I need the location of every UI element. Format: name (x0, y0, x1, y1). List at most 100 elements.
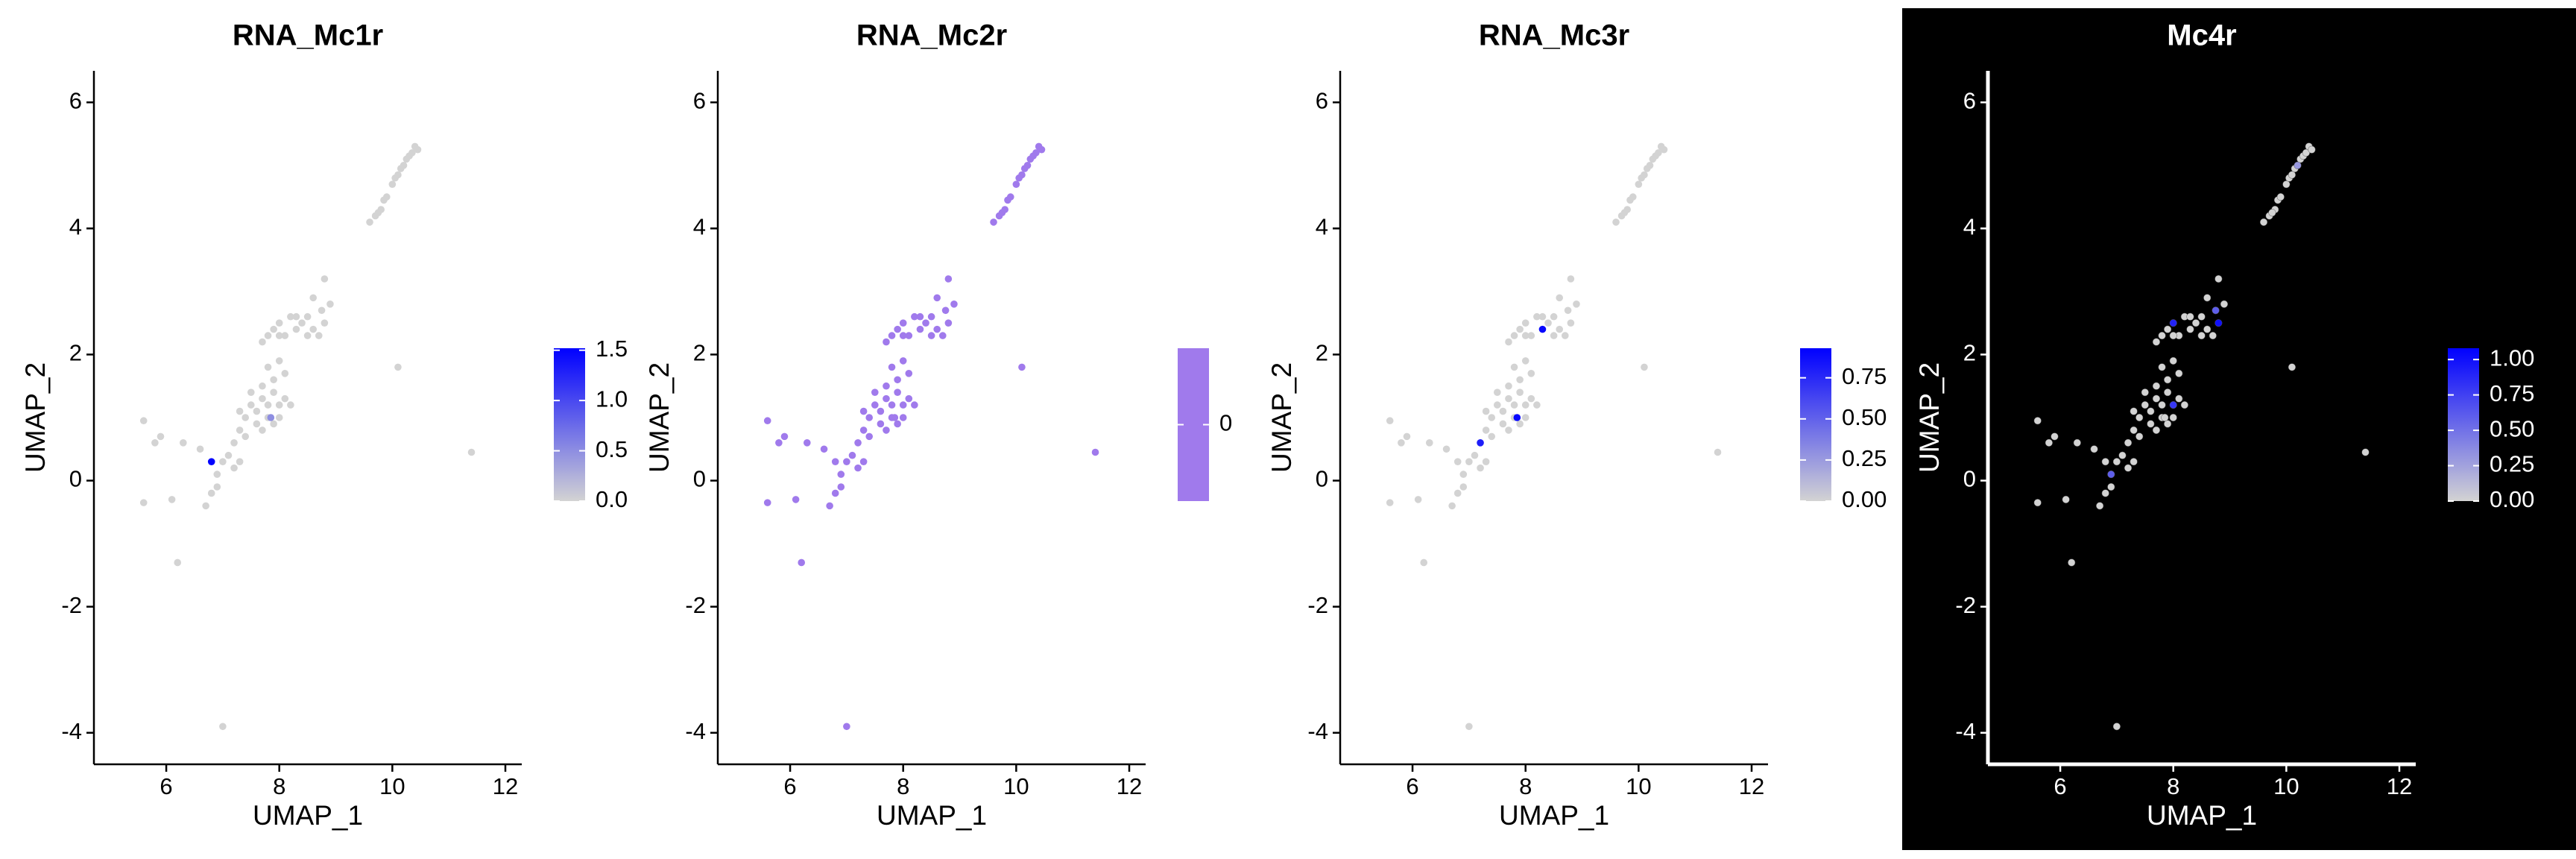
cell-point (820, 445, 828, 453)
cell-point (888, 332, 896, 339)
cell-point (394, 171, 402, 179)
y-tick-label: 0 (1316, 466, 1328, 492)
colorbar-tick-label: 0.75 (2490, 380, 2534, 406)
cell-point (1521, 319, 1530, 327)
cell-point (1510, 401, 1518, 409)
colorbar-tick-label: 0.25 (2490, 451, 2534, 477)
cell-point (292, 312, 300, 321)
cell-point (916, 312, 924, 321)
cell-point (264, 332, 272, 339)
cell-point (998, 209, 1006, 217)
cell-point (1510, 363, 1518, 371)
cell-point (1018, 363, 1026, 371)
cell-point (275, 357, 283, 365)
cell-point (1032, 149, 1040, 157)
cell-point (899, 332, 907, 339)
cell-point (2161, 413, 2169, 422)
x-tick-label: 10 (1003, 773, 1029, 799)
colorbar-tick-label: 1.5 (596, 336, 628, 362)
cell-point (1567, 275, 1575, 283)
chart-title: RNA_Mc3r (1479, 19, 1629, 52)
cell-point (2107, 482, 2115, 491)
cell-point (2130, 426, 2138, 434)
cell-point (911, 312, 918, 321)
y-tick-label: -4 (685, 718, 706, 744)
x-tick-label: 12 (2387, 773, 2412, 799)
cell-point (1477, 439, 1484, 447)
cell-point (321, 319, 329, 327)
cell-point (2164, 420, 2172, 428)
cell-point (927, 332, 935, 339)
colorbar (2448, 348, 2479, 501)
y-tick-label: -2 (685, 592, 706, 618)
colorbar-tick-label: 0.00 (2490, 486, 2534, 512)
cell-point (877, 420, 885, 428)
cell-point (2276, 193, 2285, 201)
cell-point (804, 439, 811, 447)
cell-point (1573, 301, 1580, 308)
y-tick-label: 4 (1963, 214, 1976, 240)
cell-point (196, 445, 204, 453)
cell-point (253, 420, 261, 428)
colorbar (1800, 348, 1831, 501)
cell-point (2259, 218, 2268, 226)
cell-point (1533, 401, 1541, 409)
cell-point (1403, 432, 1411, 441)
cell-point (843, 723, 850, 731)
x-tick-label: 10 (1626, 773, 1651, 799)
cell-point (2152, 426, 2161, 434)
y-tick-label: 6 (1963, 87, 1976, 113)
cell-point (2214, 274, 2223, 283)
cell-point (859, 458, 868, 465)
cell-point (1561, 332, 1569, 339)
cell-point (1513, 414, 1521, 421)
cell-point (2033, 417, 2042, 425)
cell-point (275, 401, 283, 409)
x-tick-label: 6 (2053, 773, 2066, 799)
cell-point (854, 464, 862, 472)
cell-point (1459, 483, 1468, 491)
y-tick-label: 4 (693, 214, 706, 240)
cell-point (2164, 325, 2172, 333)
cell-point (883, 382, 890, 390)
cell-point (139, 417, 148, 425)
cell-point (859, 427, 868, 434)
cell-point (264, 401, 272, 409)
cell-point (2045, 438, 2053, 447)
cell-point (270, 325, 277, 333)
panel: RNA_Mc2r UMAP_1 UMAP_2 6 8 10 12 -4 -2 0 2 4 6 0 (644, 19, 1232, 831)
cell-point (270, 420, 277, 428)
cell-point (1516, 388, 1524, 396)
cell-point (2175, 369, 2183, 377)
y-tick-label: 2 (1963, 340, 1976, 366)
cell-point (287, 401, 294, 409)
cell-point (2130, 458, 2138, 466)
chart-title: RNA_Mc1r (233, 19, 383, 52)
y-tick-label: -4 (1307, 718, 1328, 744)
cell-point (2090, 445, 2098, 453)
y-tick-label: 0 (1963, 466, 1976, 492)
cell-point (275, 414, 283, 421)
cell-point (990, 218, 997, 226)
cell-point (894, 388, 901, 396)
cell-point (1477, 464, 1484, 472)
x-tick-label: 8 (2167, 773, 2179, 799)
cell-point (1505, 427, 1512, 434)
cell-point (944, 319, 953, 327)
cell-point (151, 439, 159, 447)
cell-point (157, 432, 165, 441)
cell-point (270, 376, 277, 384)
cell-point (933, 294, 941, 302)
x-tick-label: 6 (160, 773, 172, 799)
cell-point (938, 332, 947, 339)
colorbar-tick-label: 0.50 (2490, 415, 2534, 441)
cell-point (1420, 558, 1428, 567)
x-axis-label: UMAP_1 (2147, 800, 2257, 831)
cell-point (1641, 171, 1648, 179)
cell-point (1556, 325, 1564, 333)
cell-point (1482, 427, 1490, 434)
cell-point (207, 458, 215, 465)
cell-point (230, 439, 238, 447)
x-tick-label: 6 (783, 773, 796, 799)
cell-point (275, 332, 283, 339)
